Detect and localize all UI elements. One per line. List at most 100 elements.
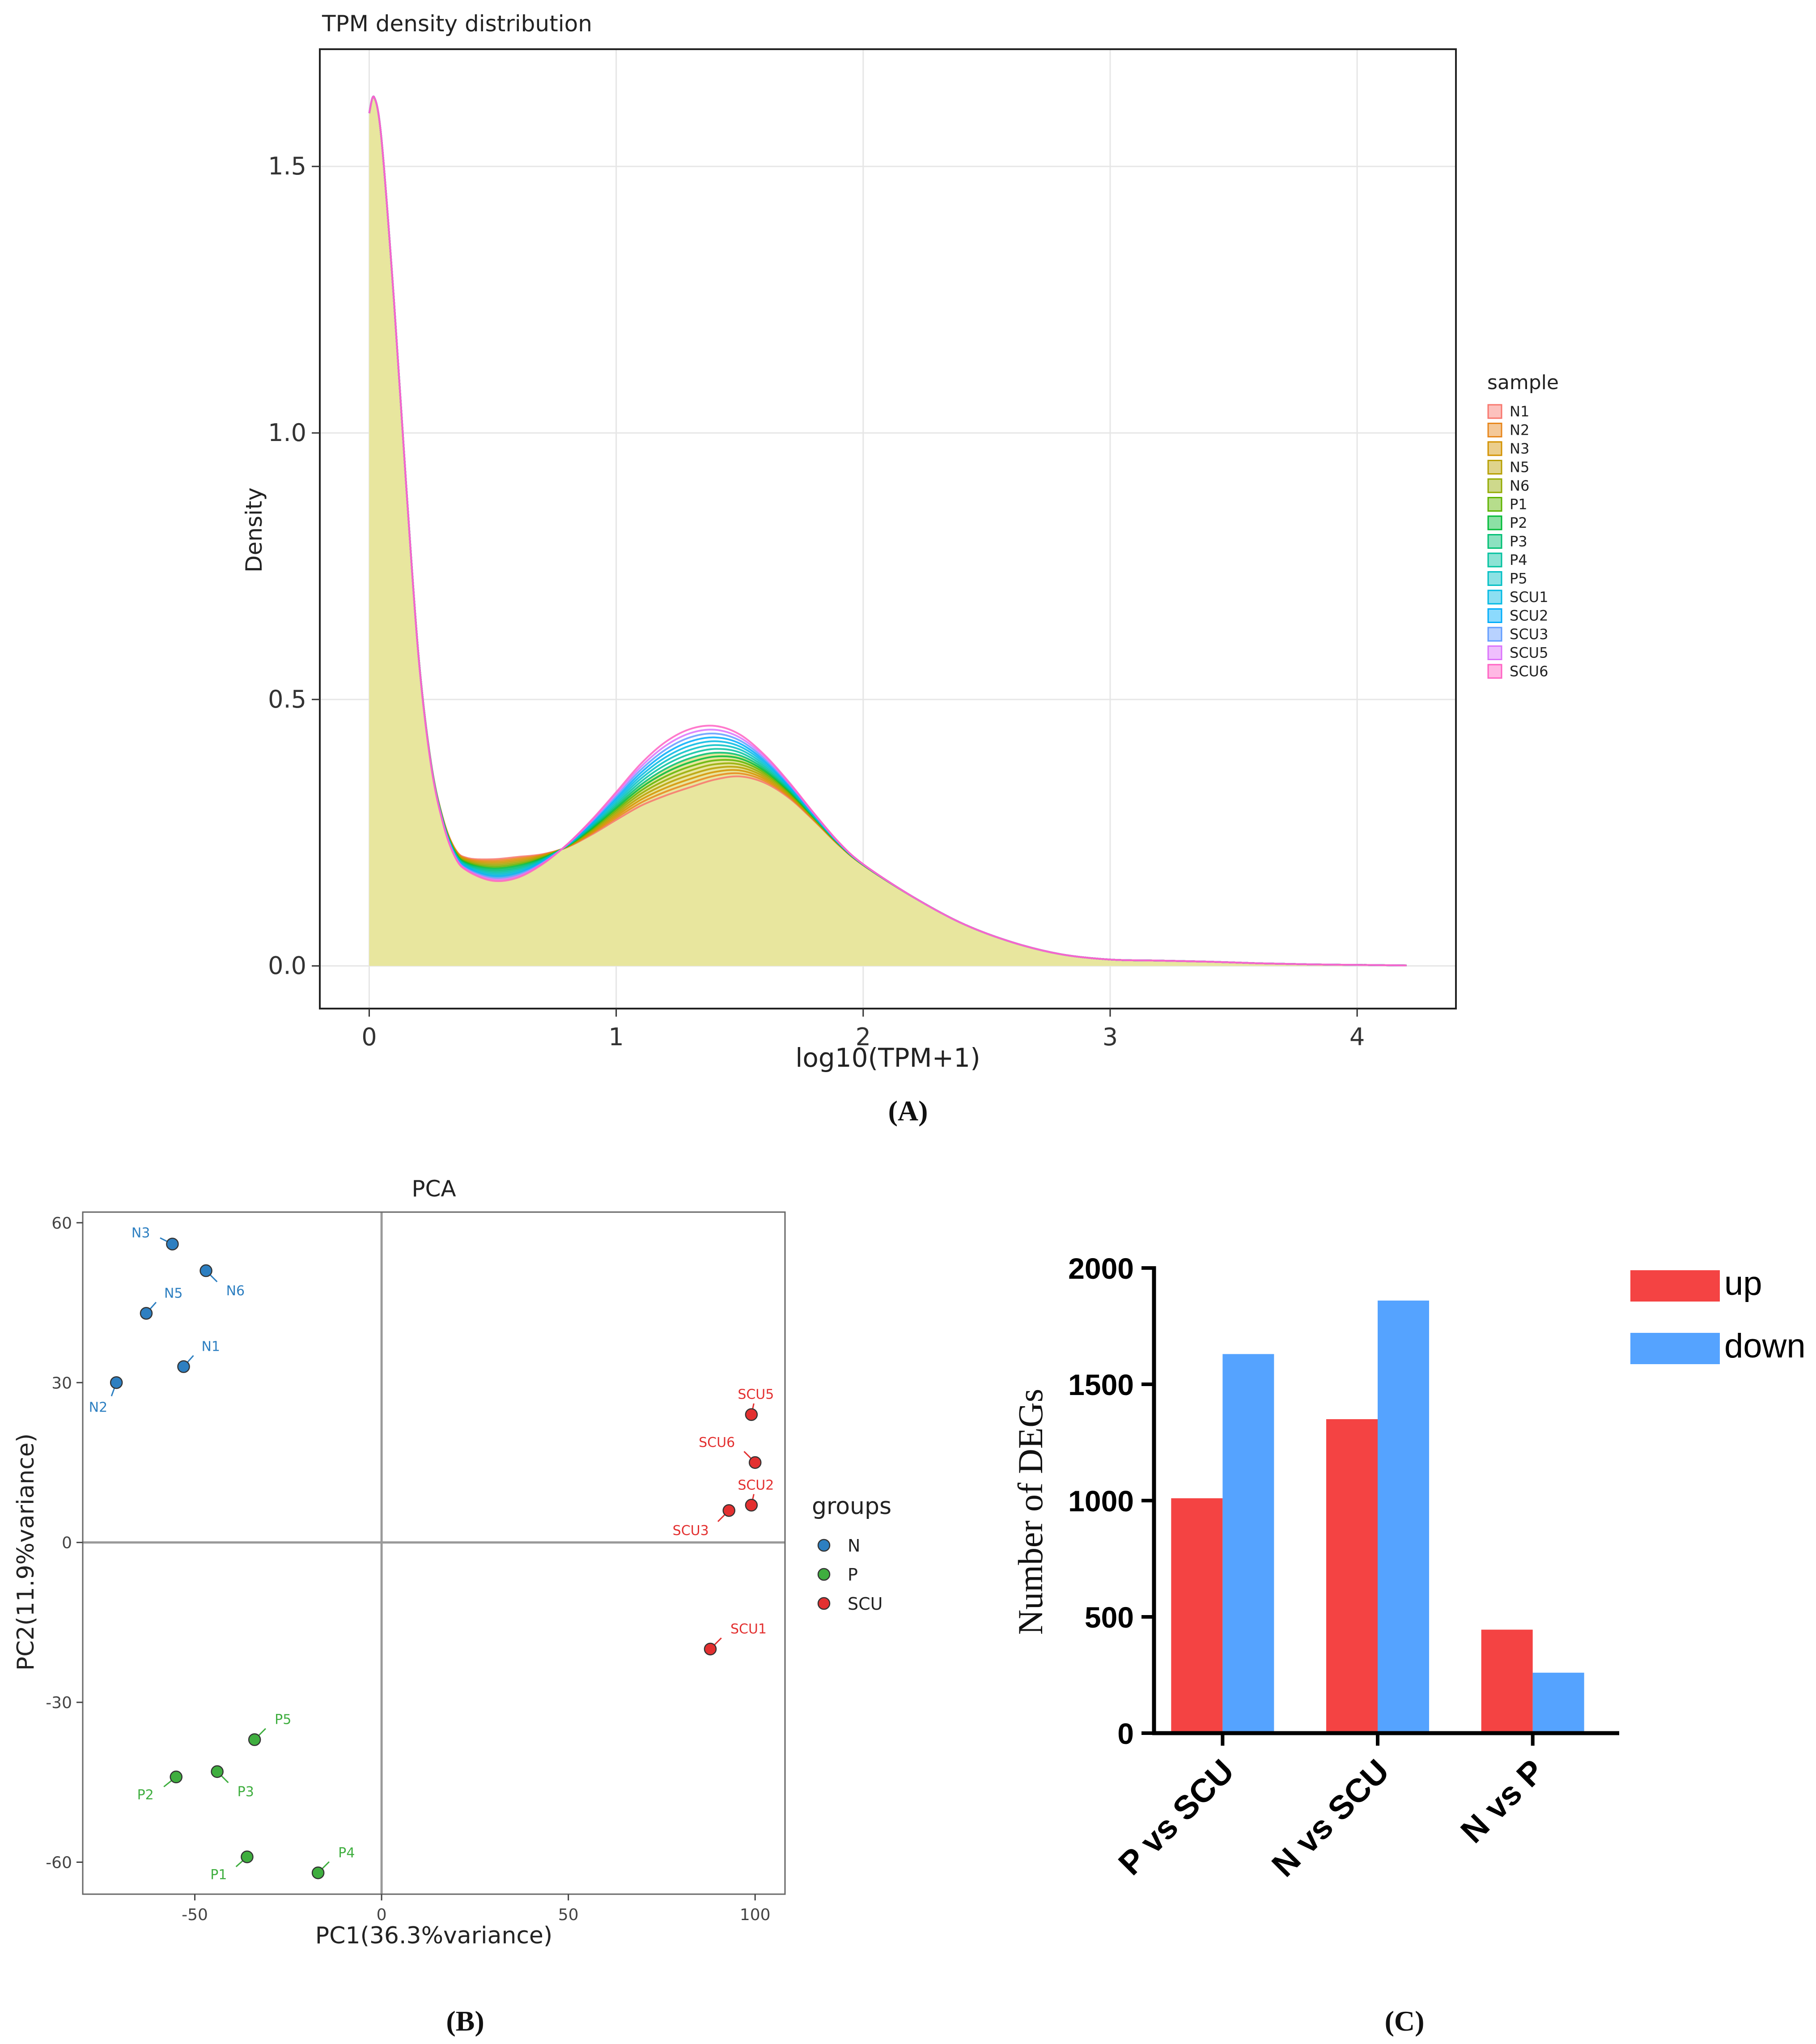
density-legend-label: N1 bbox=[1510, 403, 1529, 420]
deg-x-tick-label: N vs P bbox=[1453, 1752, 1551, 1850]
deg-legend-label: down bbox=[1724, 1327, 1806, 1365]
pca-point-n5 bbox=[140, 1307, 153, 1320]
pca-y-axis-label: PC2(11.9%variance) bbox=[13, 1433, 39, 1671]
density-legend-key-scu2 bbox=[1487, 608, 1502, 623]
pca-point-label: SCU1 bbox=[730, 1621, 767, 1637]
density-chart: TPM density distribution 0 1 2 3 4 0.0 0.5 1.0 1… bbox=[241, 11, 1559, 1073]
density-x-tick-label: 3 bbox=[1103, 1023, 1118, 1051]
pca-y-tick-label: -30 bbox=[46, 1694, 72, 1712]
density-y-tick-label: 0.5 bbox=[268, 685, 306, 713]
deg-x-tick-label: P vs SCU bbox=[1111, 1752, 1241, 1882]
pca-x-tick-label: 100 bbox=[740, 1906, 771, 1924]
pca-point-n2 bbox=[110, 1376, 123, 1389]
pca-point-label: P3 bbox=[238, 1784, 254, 1800]
density-legend-key-n3 bbox=[1487, 441, 1502, 456]
deg-legend-label: up bbox=[1724, 1264, 1762, 1302]
deg-legend: up down bbox=[1630, 1264, 1806, 1365]
panel-label-a: (A) bbox=[888, 1095, 928, 1127]
density-legend-key-n5 bbox=[1487, 460, 1502, 475]
pca-point-label: N2 bbox=[89, 1399, 108, 1415]
density-plot-border bbox=[319, 48, 1457, 1009]
pca-point-scu1 bbox=[704, 1642, 717, 1656]
pca-point-label: SCU5 bbox=[738, 1387, 774, 1403]
pca-y-tick-label: -60 bbox=[46, 1854, 72, 1872]
density-curves bbox=[368, 95, 1407, 967]
pca-point-label: N6 bbox=[226, 1283, 245, 1299]
density-legend-key-scu1 bbox=[1487, 589, 1502, 605]
pca-zero-lines bbox=[83, 1212, 785, 1894]
pca-legend-label: P bbox=[848, 1565, 858, 1585]
deg-bars bbox=[1171, 1300, 1584, 1733]
pca-point-label: N5 bbox=[164, 1285, 183, 1301]
density-axis-ticks: 0 1 2 3 4 0.0 0.5 1.0 1.5 bbox=[268, 152, 1365, 1051]
panel-label-c: (C) bbox=[1385, 2005, 1425, 2037]
pca-point-n6 bbox=[199, 1264, 212, 1277]
density-legend-label: SCU5 bbox=[1510, 645, 1548, 662]
density-legend-label: SCU3 bbox=[1510, 626, 1548, 643]
density-area-fill bbox=[369, 96, 1407, 966]
pca-chart-title: PCA bbox=[412, 1176, 456, 1202]
deg-legend-key-up bbox=[1630, 1270, 1720, 1302]
density-legend-label: P2 bbox=[1510, 514, 1527, 531]
density-legend-label: P1 bbox=[1510, 496, 1527, 513]
deg-y-tick-label: 0 bbox=[1117, 1717, 1134, 1750]
pca-x-tick-label: 50 bbox=[558, 1906, 579, 1924]
deg-bar-down-3 bbox=[1532, 1672, 1584, 1733]
pca-point-label: N1 bbox=[201, 1339, 220, 1355]
density-legend-label: SCU2 bbox=[1510, 607, 1548, 624]
density-plot-background bbox=[320, 49, 1456, 1009]
pca-point-n1 bbox=[177, 1360, 190, 1373]
deg-y-tick-label: 1000 bbox=[1068, 1484, 1134, 1518]
pca-y-tick-label: 60 bbox=[51, 1214, 72, 1233]
pca-point-p1 bbox=[241, 1850, 254, 1863]
pca-point-label: SCU3 bbox=[673, 1523, 709, 1539]
pca-legend: groups NP SCU bbox=[812, 1493, 891, 1614]
density-y-tick-label: 1.0 bbox=[268, 419, 306, 447]
deg-bar-up-1 bbox=[1171, 1498, 1223, 1733]
pca-x-tick-label: -50 bbox=[182, 1906, 208, 1924]
density-x-tick-label: 1 bbox=[608, 1023, 624, 1051]
deg-x-tick-label: N vs SCU bbox=[1264, 1752, 1396, 1884]
density-legend-label: N6 bbox=[1510, 477, 1529, 494]
density-legend-title: sample bbox=[1487, 371, 1559, 394]
pca-points: N1 N2 N3 N5 N6 P1 P2 P3 P4 P5 SCU1 SCU2 SCU3 SCU5 SCU6 bbox=[89, 1225, 774, 1883]
density-legend-key-p5 bbox=[1487, 571, 1502, 586]
pca-plot-border bbox=[82, 1211, 786, 1895]
density-legend-label: P4 bbox=[1510, 551, 1527, 568]
density-legend-key-p4 bbox=[1487, 552, 1502, 568]
deg-bar-up-2 bbox=[1326, 1419, 1378, 1733]
panel-label-b: (B) bbox=[446, 2005, 484, 2037]
density-legend-key-p1 bbox=[1487, 497, 1502, 512]
pca-point-p3 bbox=[211, 1765, 224, 1778]
pca-point-label: SCU6 bbox=[699, 1435, 735, 1450]
density-y-axis-label: Density bbox=[241, 488, 267, 572]
pca-point-scu3 bbox=[722, 1504, 735, 1517]
density-legend-label: P3 bbox=[1510, 533, 1527, 550]
density-y-tick-label: 1.5 bbox=[268, 152, 306, 180]
density-legend-label: N3 bbox=[1510, 440, 1529, 457]
deg-bar-chart: 0 500 1000 1500 2000 P vs SCU N vs SCU N vs P N… bbox=[1011, 1252, 1806, 1884]
deg-bar-up-3 bbox=[1481, 1629, 1533, 1733]
deg-y-tick-label: 2000 bbox=[1068, 1252, 1134, 1285]
pca-legend-key-n bbox=[817, 1539, 831, 1552]
density-legend-key-scu3 bbox=[1487, 627, 1502, 642]
density-legend-label: SCU1 bbox=[1510, 589, 1548, 606]
pca-point-p4 bbox=[311, 1866, 325, 1879]
pca-legend-key-p bbox=[817, 1568, 831, 1581]
pca-x-tick-label: 0 bbox=[377, 1906, 387, 1924]
pca-point-label: N3 bbox=[132, 1225, 150, 1241]
deg-y-axis-label: Number of DEGs bbox=[1011, 1389, 1050, 1635]
density-legend-label: N2 bbox=[1510, 422, 1529, 439]
density-legend-key-p2 bbox=[1487, 515, 1502, 530]
density-legend-key-scu6 bbox=[1487, 664, 1502, 679]
density-legend-label: N5 bbox=[1510, 459, 1529, 476]
density-legend-key-n1 bbox=[1487, 404, 1502, 419]
pca-point-label: P5 bbox=[275, 1712, 291, 1727]
pca-legend-title: groups bbox=[812, 1493, 891, 1520]
deg-legend-key-down bbox=[1630, 1333, 1720, 1364]
pca-x-axis-label: PC1(36.3%variance) bbox=[315, 1922, 552, 1949]
pca-point-p5 bbox=[248, 1733, 261, 1746]
density-x-tick-label: 2 bbox=[856, 1023, 871, 1051]
